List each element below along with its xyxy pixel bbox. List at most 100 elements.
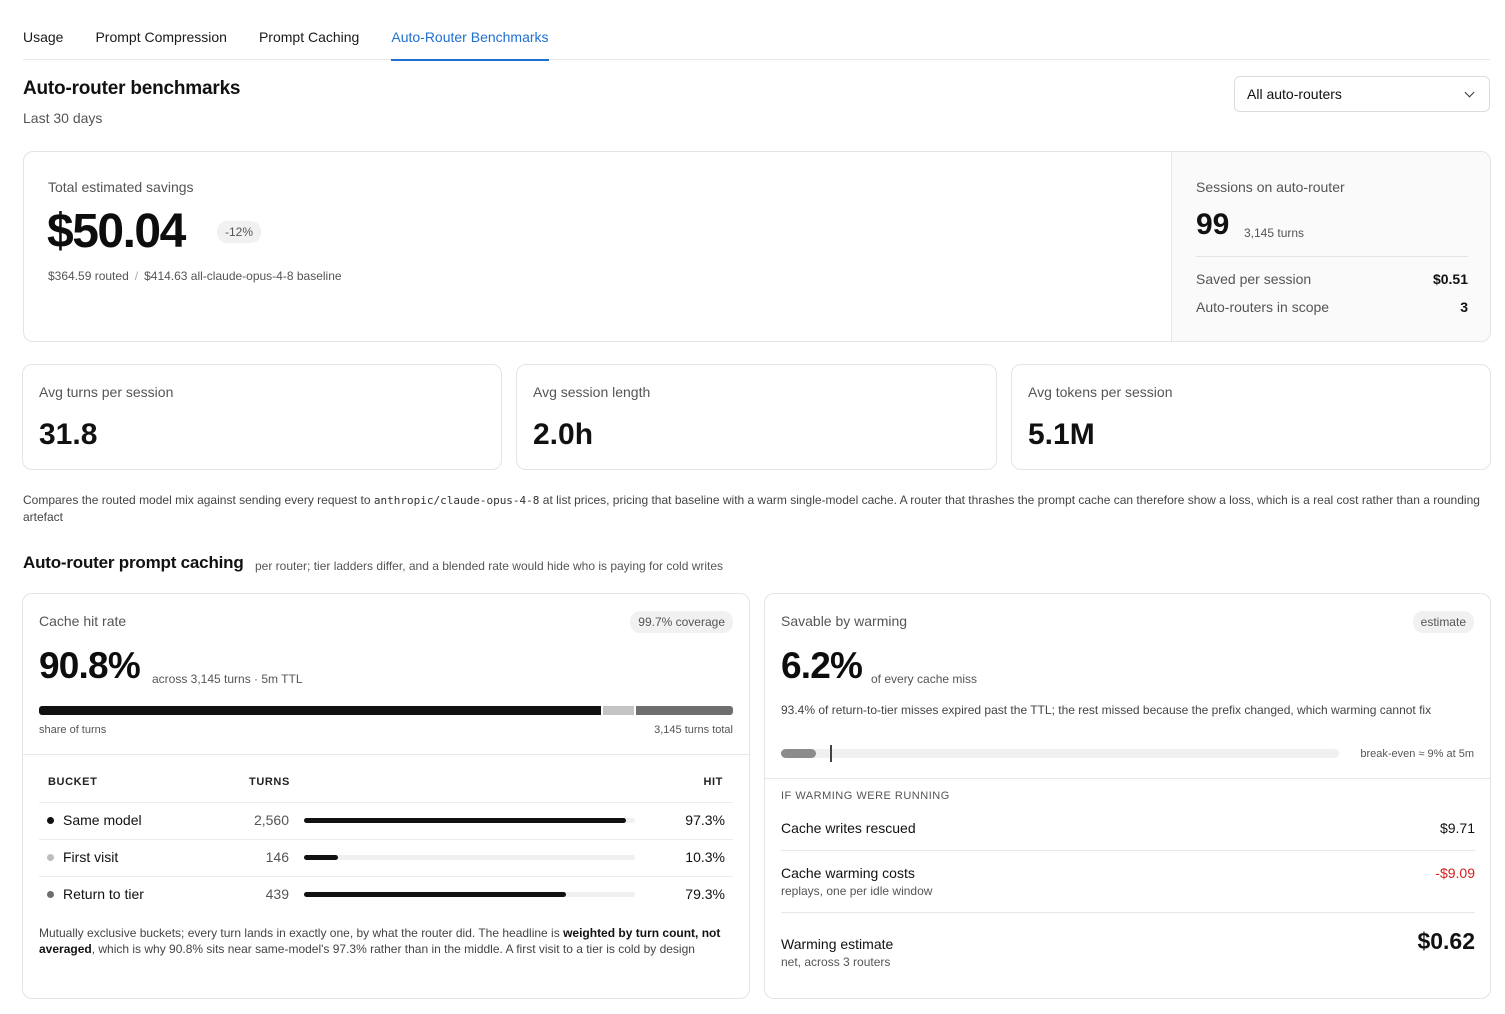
saved-per-session-row: Saved per session $0.51 [1196,271,1468,287]
section-title: Auto-router prompt caching [23,553,244,572]
page-title: Auto-router benchmarks [23,78,241,99]
bucket-hit: 79.3% [685,886,725,902]
tab-bar: Usage Prompt Compression Prompt Caching … [23,0,1490,61]
warming-value-sub: of every cache miss [871,672,978,686]
row-label: Cache writes rescued [781,820,916,836]
row-divider [39,839,733,840]
row-divider [781,912,1475,913]
methodology-note: Compares the routed model mix against se… [23,492,1488,526]
row-divider [781,850,1475,851]
cache-hit-rate-label: Cache hit rate [39,613,127,629]
section-subtitle: per router; tier ladders differ, and a b… [255,559,724,573]
share-segment-same-model [39,706,601,715]
estimate-badge: estimate [1412,611,1474,633]
stat-label: Avg tokens per session [1028,384,1173,400]
bucket-name: Same model [63,812,142,828]
breakdown-separator: / [134,269,139,283]
router-filter-select[interactable]: All auto-routers [1234,76,1490,112]
warming-progress-track [781,745,1339,762]
row-value: $9.71 [1439,820,1475,836]
hit-rate-fill [304,892,567,897]
saved-per-session-value: $0.51 [1432,271,1468,287]
chevron-down-icon [1464,87,1475,97]
hit-rate-track [304,818,635,823]
hit-rate-track [304,855,635,860]
stat-card-avg-session-length: Avg session length 2.0h [516,364,997,470]
footnote-emphasis: weighted by turn count, not averaged [39,926,721,956]
hit-rate-fill [304,855,339,860]
column-header-hit: HIT [703,776,723,788]
break-even-marker [830,745,833,762]
footnote-text: , which is why 90.8% sits near same-mode… [91,942,695,956]
stack-label-right: 3,145 turns total [654,724,733,736]
tab-auto-router-benchmarks[interactable]: Auto-Router Benchmarks [391,0,549,61]
cache-hit-rate-value: 90.8% [39,645,141,686]
row-divider [39,802,733,803]
divider [1196,256,1468,257]
savings-breakdown: $364.59 routed / $414.63 all-claude-opus-4… [48,269,342,283]
tab-prompt-compression[interactable]: Prompt Compression [95,29,227,45]
savings-label: Total estimated savings [48,179,194,195]
bucket-hit: 97.3% [685,812,725,828]
savings-value: $50.04 [47,205,186,258]
table-row: Return to tier 439 79.3% [39,885,733,905]
stat-value: 5.1M [1028,418,1095,451]
row-label: Warming estimate [781,936,894,952]
divider [23,754,749,755]
router-filter-value: All auto-routers [1247,86,1342,102]
sessions-turns: 3,145 turns [1244,226,1305,240]
bucket-hit: 10.3% [685,849,725,865]
stat-value: 31.8 [39,418,98,451]
routers-in-scope-label: Auto-routers in scope [1196,299,1330,315]
bucket-dot [47,891,54,898]
stat-value: 2.0h [533,418,594,451]
baseline-model-code: anthropic/claude-opus-4-8 [373,494,540,507]
row-divider [39,876,733,877]
cache-hit-rate-sub: across 3,145 turns · 5m TTL [152,672,303,686]
savings-panel: Total estimated savings $50.04 -12% $364… [24,152,1171,341]
savings-change-badge: -12% [217,221,262,243]
row-label: Cache warming costs [781,865,915,881]
savable-by-warming-card: Savable by warming estimate 6.2% of ever… [764,593,1491,999]
warming-description: 93.4% of return-to-tier misses expired p… [781,703,1432,717]
stat-card-avg-tokens: Avg tokens per session 5.1M [1011,364,1491,470]
row-sublabel: replays, one per idle window [781,884,933,898]
stack-label-left: share of turns [39,724,107,736]
warming-value: 6.2% [781,645,863,686]
table-row: First visit 146 10.3% [39,848,733,868]
column-header-turns: TURNS [249,776,290,788]
warming-section-label: IF WARMING WERE RUNNING [781,790,950,802]
sessions-count: 99 [1196,208,1230,241]
cache-hit-rate-card: Cache hit rate 99.7% coverage 90.8% acro… [22,593,750,999]
bucket-turns: 2,560 [253,812,289,828]
table-row: Same model 2,560 97.3% [39,811,733,831]
turn-share-bar [39,706,733,715]
note-text: Compares the routed model mix against se… [23,493,374,507]
warming-estimate-value: $0.62 [1417,928,1475,954]
divider [765,778,1490,779]
bucket-dot [47,854,54,861]
stat-label: Avg turns per session [39,384,174,400]
share-segment-return-to-tier [636,706,733,715]
bucket-turns: 146 [265,849,289,865]
coverage-badge: 99.7% coverage [630,611,733,633]
page-subtitle: Last 30 days [23,110,103,126]
footnote-text: Mutually exclusive buckets; every turn l… [39,926,564,940]
row-value: -$9.09 [1435,865,1475,881]
warming-progress-fill [781,749,816,758]
bucket-name: Return to tier [63,886,144,902]
sessions-label: Sessions on auto-router [1196,179,1345,195]
routers-in-scope-row: Auto-routers in scope 3 [1196,299,1468,315]
break-even-label: break-even ≈ 9% at 5m [1360,748,1474,760]
tab-prompt-caching[interactable]: Prompt Caching [258,29,360,45]
bucket-name: First visit [63,849,119,865]
stat-label: Avg session length [533,384,651,400]
tab-usage[interactable]: Usage [23,29,64,45]
routed-cost: $364.59 routed [48,269,129,283]
row-sublabel: net, across 3 routers [781,955,891,969]
hit-rate-track [304,892,635,897]
routers-in-scope-value: 3 [1460,299,1468,315]
savings-card: Total estimated savings $50.04 -12% $364… [23,151,1491,342]
warming-label: Savable by warming [781,613,908,629]
bucket-turns: 439 [265,886,289,902]
